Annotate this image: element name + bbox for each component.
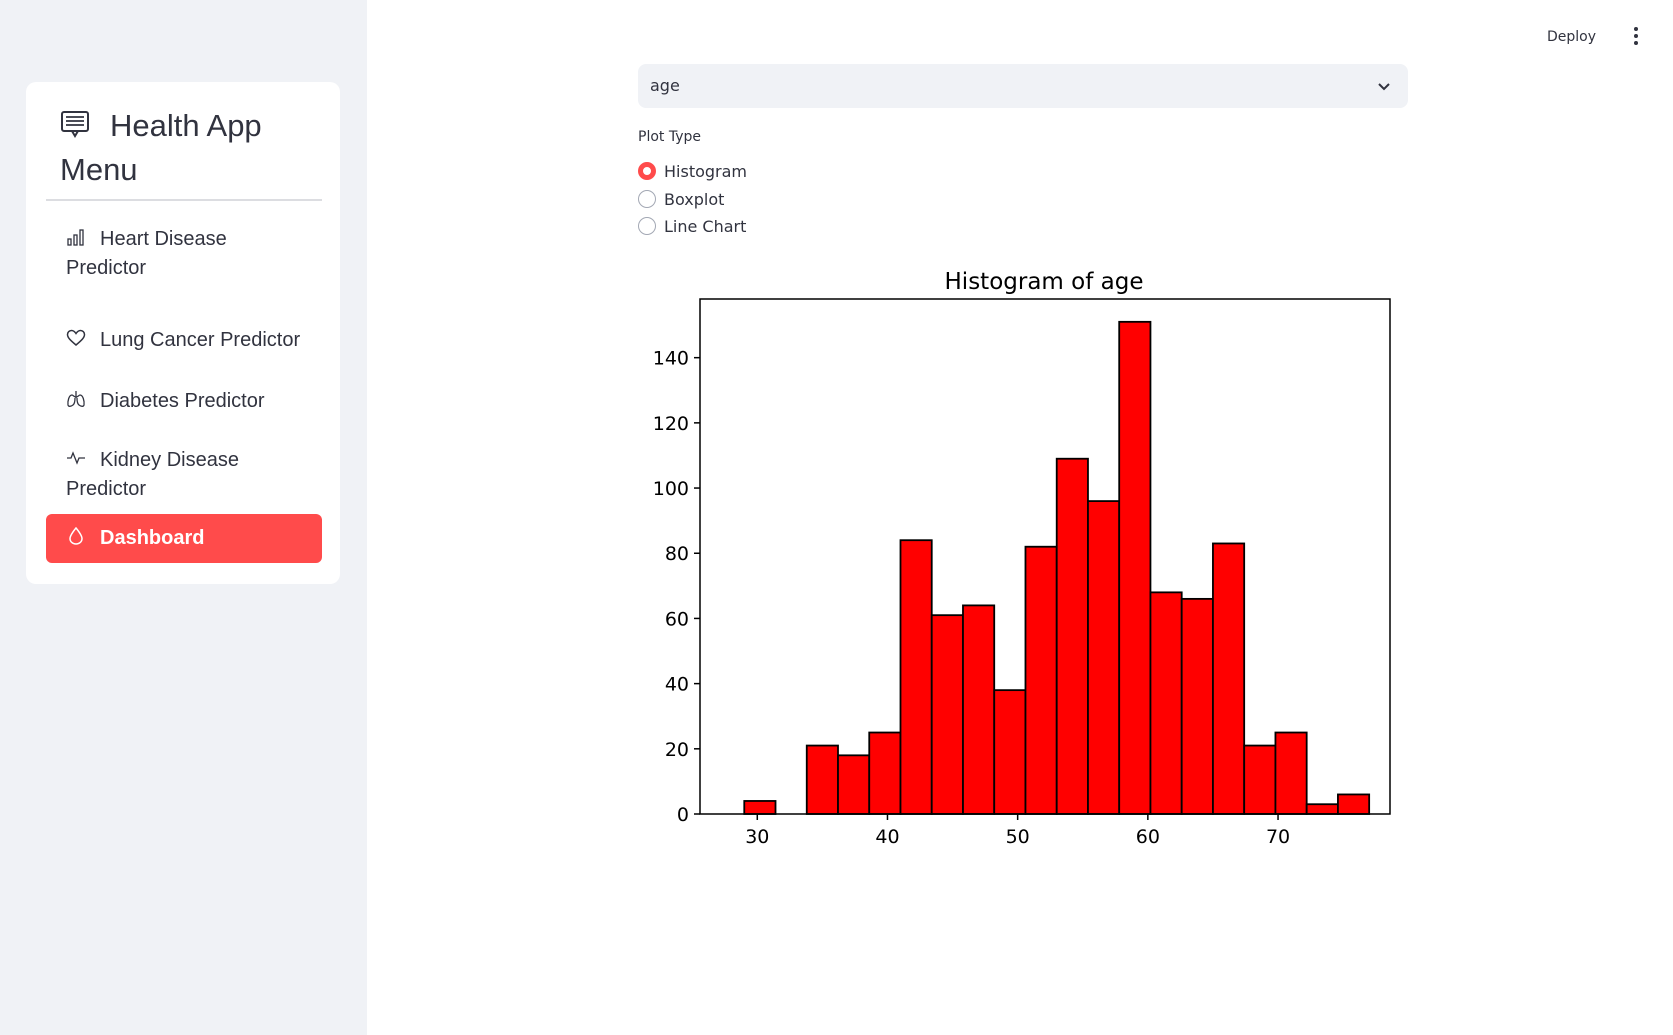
radio-label-histogram: Histogram bbox=[664, 162, 747, 181]
radio-histogram[interactable]: Histogram bbox=[638, 160, 747, 184]
histogram-bar bbox=[1118, 320, 1152, 815]
sidebar-item-label: Kidney Disease Predictor bbox=[66, 449, 239, 500]
activity-icon bbox=[67, 451, 85, 465]
y-tick-label: 20 bbox=[665, 739, 689, 761]
heart-icon bbox=[66, 329, 86, 346]
histogram-bar bbox=[743, 800, 777, 815]
histogram-bar bbox=[1024, 545, 1058, 815]
y-axis: 0 20 40 60 80 100 120 140 bbox=[653, 348, 700, 826]
more-options-icon[interactable] bbox=[1628, 24, 1644, 50]
y-tick-label: 100 bbox=[653, 478, 689, 500]
y-tick-label: 80 bbox=[665, 543, 689, 565]
column-select-value: age bbox=[650, 76, 680, 95]
histogram-bar bbox=[805, 744, 839, 815]
bars-group bbox=[743, 320, 1371, 815]
x-tick-label: 40 bbox=[875, 826, 899, 848]
histogram-bar bbox=[930, 614, 964, 815]
chat-text-icon bbox=[61, 111, 89, 138]
chart-title: Histogram of age bbox=[945, 269, 1144, 295]
histogram-bar bbox=[837, 754, 871, 815]
radio-button[interactable] bbox=[638, 217, 656, 235]
histogram-chart: Histogram of age 0 20 40 60 80 100 120 140 30 40… bbox=[630, 260, 1410, 860]
histogram-bar bbox=[1180, 597, 1214, 815]
y-tick-label: 60 bbox=[665, 608, 689, 630]
option-menu: Health App Menu Heart Disease Predictor … bbox=[26, 82, 340, 584]
deploy-button[interactable]: Deploy bbox=[1547, 29, 1597, 45]
radio-label-line-chart: Line Chart bbox=[664, 217, 747, 236]
radio-line-chart[interactable]: Line Chart bbox=[638, 215, 746, 239]
menu-title: Health App Menu bbox=[60, 104, 330, 192]
histogram-bar bbox=[868, 731, 902, 815]
sidebar-item-diabetes[interactable]: Diabetes Predictor bbox=[46, 387, 322, 416]
radio-button[interactable] bbox=[638, 190, 656, 208]
radio-button-checked[interactable] bbox=[638, 162, 656, 180]
x-tick-label: 60 bbox=[1136, 826, 1160, 848]
histogram-bar bbox=[899, 539, 933, 815]
sidebar: Health App Menu Heart Disease Predictor … bbox=[0, 0, 367, 1035]
radio-label-boxplot: Boxplot bbox=[664, 190, 725, 209]
sidebar-item-dashboard[interactable]: Dashboard bbox=[46, 514, 322, 563]
histogram-bar bbox=[1243, 744, 1277, 815]
histogram-svg: Histogram of age 0 20 40 60 80 100 120 140 30 40… bbox=[653, 269, 1391, 848]
x-tick-label: 50 bbox=[1006, 826, 1030, 848]
histogram-bar bbox=[1055, 457, 1089, 815]
sidebar-item-lung-cancer[interactable]: Lung Cancer Predictor bbox=[46, 326, 322, 355]
y-tick-label: 40 bbox=[665, 674, 689, 696]
histogram-bar bbox=[1087, 500, 1121, 815]
plot-type-label: Plot Type bbox=[638, 129, 701, 145]
y-tick-label: 140 bbox=[653, 348, 689, 370]
x-axis: 30 40 50 60 70 bbox=[745, 814, 1290, 848]
droplet-icon bbox=[69, 526, 83, 545]
menu-title-text: Health App Menu bbox=[60, 108, 262, 187]
y-tick-label: 0 bbox=[677, 804, 689, 826]
histogram-bar bbox=[1212, 542, 1246, 815]
histogram-bar bbox=[1305, 803, 1339, 815]
chevron-down-icon bbox=[1378, 83, 1390, 91]
histogram-bar bbox=[1149, 591, 1183, 815]
histogram-bar bbox=[993, 689, 1027, 815]
column-select[interactable]: age bbox=[638, 64, 1408, 108]
x-tick-label: 30 bbox=[745, 826, 769, 848]
bar-chart-icon bbox=[67, 229, 84, 246]
radio-boxplot[interactable]: Boxplot bbox=[638, 188, 724, 212]
lungs-icon bbox=[67, 391, 85, 407]
menu-divider bbox=[46, 199, 322, 201]
y-tick-label: 120 bbox=[653, 413, 689, 435]
histogram-bar bbox=[962, 604, 996, 815]
sidebar-item-label: Lung Cancer Predictor bbox=[100, 329, 301, 351]
plot-frame bbox=[699, 298, 1391, 815]
sidebar-item-label: Heart Disease Predictor bbox=[66, 228, 227, 279]
sidebar-item-label: Dashboard bbox=[100, 527, 205, 549]
sidebar-item-kidney-disease[interactable]: Kidney Disease Predictor bbox=[46, 432, 322, 504]
histogram-bar bbox=[1337, 793, 1371, 815]
x-tick-label: 70 bbox=[1266, 826, 1290, 848]
sidebar-item-heart-disease[interactable]: Heart Disease Predictor bbox=[46, 225, 322, 283]
histogram-bar bbox=[1274, 731, 1308, 815]
sidebar-item-label: Diabetes Predictor bbox=[100, 390, 265, 412]
